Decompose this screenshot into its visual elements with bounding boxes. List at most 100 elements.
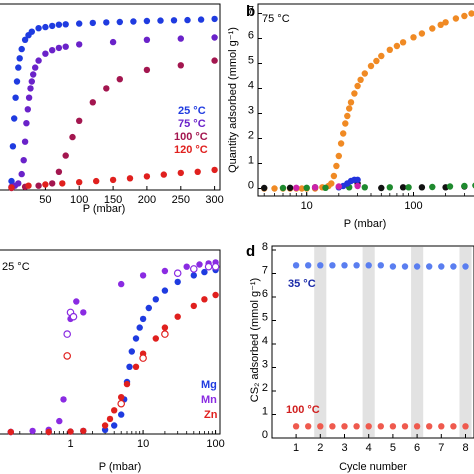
- panel-a-x-tick-label: 250: [172, 194, 190, 206]
- panel-d-shaded-band: [411, 247, 424, 437]
- panel-a-point: [211, 34, 218, 41]
- panel-a-x-tick-label: 300: [205, 194, 223, 206]
- panel-b-point: [442, 19, 449, 26]
- panel-b-point: [322, 184, 329, 191]
- panel-d-point: [341, 423, 348, 430]
- panel-b-letter: b: [246, 3, 255, 20]
- panel-c-point: [152, 335, 159, 342]
- panel-c-frame: [0, 249, 221, 435]
- panel-a-point: [18, 45, 25, 53]
- panel-a-point: [49, 22, 56, 30]
- panel-d-point: [377, 423, 384, 430]
- panel-a-point: [177, 62, 184, 69]
- panel-b-point: [311, 184, 319, 191]
- panel-c-point: [132, 363, 140, 370]
- panel-c-point: [161, 267, 169, 275]
- panel-b-point: [347, 99, 355, 106]
- panel-c-point: [117, 399, 126, 408]
- panel-c-point: [204, 262, 213, 271]
- panel-a-point: [62, 43, 69, 50]
- panel-a-point: [59, 180, 66, 187]
- panel-b-point: [335, 152, 342, 160]
- panel-d-xlabel: Cycle number: [339, 461, 407, 473]
- panel-a-point: [9, 143, 17, 150]
- panel-d-point: [438, 263, 445, 270]
- panel-b-point: [446, 183, 454, 190]
- panel-b-point: [461, 182, 468, 190]
- panel-a-point: [116, 18, 124, 26]
- panel-d-point: [450, 423, 457, 430]
- panel-a-x-tick-label: 150: [104, 194, 122, 206]
- panel-d: d 0 1 2 3 4 5 6 7 8 1 2 3 4 5 6 7 8 35 °C 100 °C CS₂ ad…: [246, 241, 474, 473]
- panel-b-point: [335, 183, 342, 190]
- panel-b-point: [393, 42, 401, 50]
- panel-c-point: [123, 380, 131, 388]
- panel-b-point: [328, 180, 335, 187]
- panel-d-point: [401, 263, 409, 270]
- panel-d-label-35: 35 °C: [288, 278, 316, 290]
- panel-a-x-tick-label: 200: [138, 194, 156, 206]
- panel-b-y-tick-label: 7: [248, 5, 254, 17]
- panel-a-point: [42, 23, 49, 31]
- panel-d-point: [329, 262, 336, 269]
- panel-a-point: [35, 25, 42, 32]
- panel-c-point: [67, 428, 74, 435]
- panel-d-ylabel: CS₂ adsorbed (mmol g⁻¹): [249, 278, 261, 402]
- panel-c-point: [118, 394, 125, 401]
- panel-a-point: [62, 21, 69, 28]
- panel-c-point: [190, 265, 198, 273]
- panel-d-point: [462, 423, 469, 430]
- panel-a-point: [13, 78, 21, 85]
- panel-a-point: [197, 16, 205, 23]
- panel-d-point: [292, 423, 300, 430]
- panel-a-point: [18, 170, 25, 178]
- panel-d-y-tick-label: 3: [262, 359, 268, 371]
- panel-d-point: [353, 423, 360, 430]
- panel-d-point: [462, 263, 469, 270]
- panel-a-point: [76, 117, 83, 125]
- panel-b-point: [452, 15, 460, 22]
- panel-b-y-tick-label: 3: [248, 105, 254, 117]
- panel-d-y-tick-label: 0: [262, 429, 268, 441]
- panel-d-point: [341, 262, 348, 269]
- panel-a-point: [49, 47, 56, 54]
- panel-a-point: [184, 16, 191, 24]
- panel-b-point: [378, 52, 385, 60]
- panel-b-point: [354, 82, 361, 90]
- panel-a-point: [35, 57, 42, 64]
- panel-c-xlabel: P (mbar): [99, 461, 142, 473]
- panel-d-point: [365, 262, 372, 269]
- panel-b-xlabel: P (mbar): [344, 218, 387, 230]
- panel-b-point: [418, 184, 426, 191]
- panel-a-point: [55, 44, 63, 52]
- legend-a-120: 120 °C: [174, 144, 208, 156]
- panel-a: 50 100 150 200 250 300 25 °C 75 °C 100 °C 120…: [0, 3, 224, 215]
- panel-a-xlabel: P (mbar): [83, 203, 126, 215]
- panel-a-point: [28, 78, 35, 85]
- panel-a-point: [8, 184, 15, 191]
- panel-b-point: [418, 30, 426, 37]
- panel-c-x-tick-label: 10: [137, 438, 149, 450]
- panel-c-point: [63, 352, 71, 360]
- panel-d-label-100: 100 °C: [286, 404, 320, 416]
- panel-a-point: [49, 180, 56, 187]
- panel-d-y-tick-label: 2: [262, 382, 268, 394]
- panel-b: b 75 °C 0 1 2 3 4 5 6 7 10 100 Quantity adsorbed…: [227, 3, 474, 230]
- panel-c-annotation: 25 °C: [2, 261, 30, 273]
- panel-c-point: [145, 304, 152, 312]
- panel-c-point: [118, 411, 125, 418]
- panel-c-point: [128, 348, 135, 355]
- panel-d-y-tick-label: 1: [262, 406, 268, 418]
- panel-d-point: [292, 262, 300, 269]
- panel-d-x-tick-label: 2: [317, 442, 323, 454]
- panel-d-frame: [271, 245, 474, 439]
- panel-b-y-tick-label: 4: [248, 80, 254, 92]
- panel-a-point: [42, 181, 49, 188]
- panel-b-point: [337, 140, 345, 147]
- panel-d-point: [305, 423, 312, 430]
- panel-d-point: [353, 262, 360, 269]
- panel-a-point: [15, 180, 22, 187]
- panel-c-x-ticks: 1 10 100: [19, 430, 225, 450]
- panel-c-point: [29, 427, 36, 435]
